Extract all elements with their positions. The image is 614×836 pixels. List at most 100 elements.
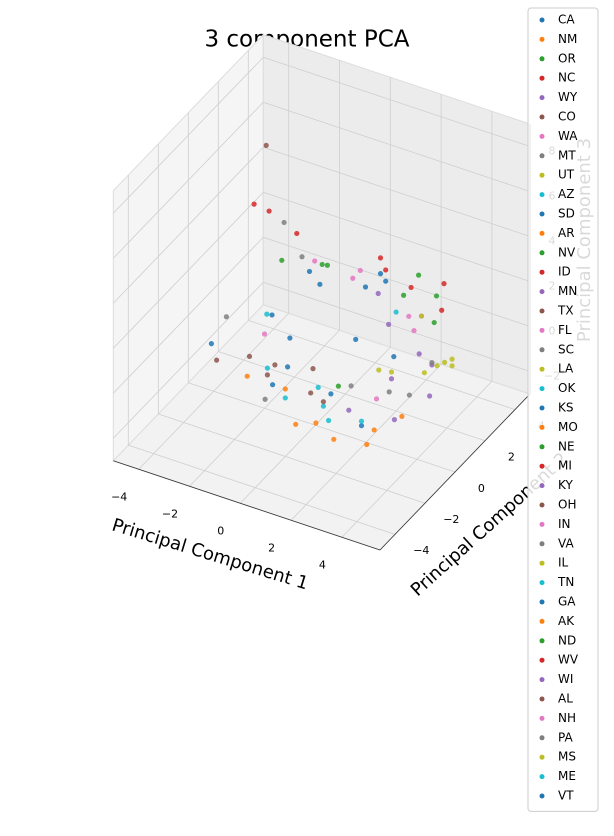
legend-label: GA: [558, 595, 576, 609]
legend-marker: [539, 715, 545, 721]
legend-box: [527, 7, 599, 812]
legend-label: VA: [558, 536, 574, 550]
data-point: [315, 384, 321, 390]
data-point: [299, 254, 305, 260]
data-point: [393, 309, 399, 315]
legend-label: KY: [558, 478, 573, 492]
legend-label: TN: [557, 575, 574, 589]
data-point: [373, 396, 380, 402]
data-point: [408, 284, 414, 291]
data-point: [266, 208, 272, 214]
legend-label: OR: [558, 51, 576, 65]
grid-line: [113, 191, 264, 349]
data-point: [263, 142, 269, 148]
data-point: [358, 423, 365, 429]
data-point: [388, 369, 395, 375]
grid-line: [113, 281, 264, 439]
data-point: [421, 370, 427, 376]
legend-label: FL: [558, 323, 572, 337]
grid-line: [113, 101, 264, 259]
data-point: [358, 418, 365, 424]
grid-line: [263, 236, 531, 327]
data-point: [416, 272, 422, 278]
legend-marker: [539, 502, 545, 508]
x-axis-label: Principal Component 1: [109, 515, 310, 595]
legend-marker: [539, 580, 545, 586]
grid-line: [263, 146, 531, 237]
legend-label: WA: [558, 129, 578, 143]
legend-marker: [539, 56, 545, 62]
legend-marker: [539, 696, 545, 702]
axis-line: [379, 393, 531, 551]
data-point: [264, 365, 270, 371]
data-point: [401, 292, 407, 298]
data-point: [287, 335, 293, 341]
legend-label: UT: [558, 168, 575, 182]
legend-marker: [539, 774, 545, 780]
data-point: [391, 417, 397, 423]
legend-marker: [539, 560, 545, 566]
legend-marker: [539, 269, 545, 275]
legend-marker: [539, 347, 545, 353]
data-point: [282, 395, 288, 401]
data-point: [449, 363, 455, 369]
legend-marker: [539, 95, 545, 101]
data-point: [371, 427, 377, 433]
grid-line: [113, 56, 264, 214]
data-point: [391, 354, 397, 360]
legend-marker: [539, 657, 545, 663]
legend-marker: [539, 677, 545, 683]
data-point: [244, 373, 250, 379]
data-point: [308, 390, 314, 396]
data-point: [331, 436, 337, 442]
legend-marker: [539, 541, 545, 547]
data-point: [441, 281, 447, 287]
data-point: [386, 389, 392, 395]
legend-marker: [539, 599, 545, 605]
legend-marker: [539, 172, 545, 178]
y-tick-label: 0: [478, 482, 485, 495]
legend-marker: [539, 114, 545, 120]
legend-label: NV: [558, 245, 576, 259]
data-point: [431, 319, 437, 326]
data-point: [377, 271, 384, 277]
legend-label: LA: [558, 362, 574, 376]
data-point: [251, 201, 257, 207]
legend-marker: [539, 133, 545, 139]
grid-line: [218, 351, 486, 442]
grid-line: [158, 413, 426, 504]
data-point: [310, 366, 316, 372]
data-point: [294, 230, 300, 237]
data-point: [434, 363, 440, 369]
x-tick-label: −4: [111, 491, 127, 504]
legend-marker: [539, 192, 545, 198]
legend-marker: [539, 366, 545, 372]
x-tick-label: 2: [268, 542, 275, 555]
data-point: [406, 392, 412, 398]
legend-marker: [539, 793, 545, 799]
legend-marker: [539, 327, 545, 333]
y-tick-label: −2: [443, 513, 459, 526]
x-tick-label: −2: [162, 508, 178, 521]
data-point: [388, 376, 395, 382]
legend-marker: [539, 424, 545, 430]
data-point: [270, 382, 276, 388]
data-point: [262, 396, 268, 402]
legend-label: VT: [558, 789, 574, 803]
data-point: [312, 258, 318, 264]
legend-label: MT: [558, 148, 576, 162]
legend-marker: [539, 250, 545, 256]
legend-marker: [539, 289, 545, 295]
y-tick-label: 2: [508, 451, 515, 464]
data-point: [416, 351, 422, 357]
data-point: [293, 421, 299, 427]
legend-marker: [539, 17, 545, 23]
data-point: [439, 307, 445, 313]
data-point: [406, 313, 412, 319]
grid-line: [188, 382, 456, 473]
data-point: [449, 356, 455, 362]
legend-marker: [539, 230, 545, 236]
data-point: [285, 364, 291, 370]
grid-line: [128, 444, 396, 535]
